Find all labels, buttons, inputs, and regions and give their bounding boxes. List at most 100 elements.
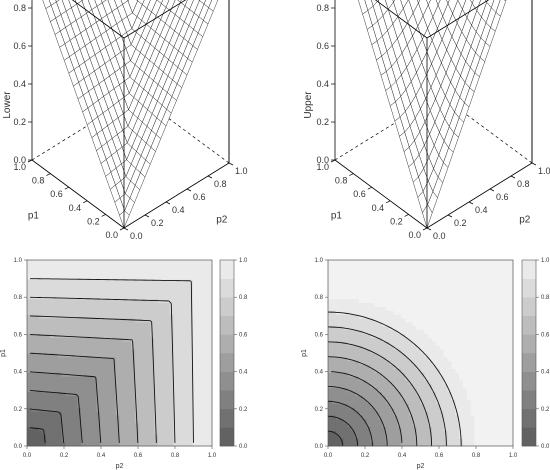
contour-fill-cell [335,287,340,292]
contour-fill-cell [161,318,167,323]
contour-fill-cell [328,418,333,424]
contour-fill-cell [358,403,364,408]
contour-fill-cell [61,368,66,373]
contour-fill-cell [439,279,445,284]
contour-fill-cell [107,345,113,350]
contour-fill-cell [46,411,51,416]
contour-fill-cell [401,356,406,362]
contour-fill-cell [405,422,410,428]
contour-fill-cell [451,430,456,435]
contour-fill-cell [142,341,147,346]
contour-fill-cell [30,353,36,358]
contour-fill-cell [161,403,167,408]
contour-fill-cell [424,271,429,276]
contour-fill-cell [73,384,78,389]
contour-fill-cell [84,341,90,346]
contour-fill-cell [204,415,209,420]
contour-fill-cell [185,372,190,377]
contour-fill-cell [69,329,74,335]
contour-fill-cell [107,287,113,292]
contour-fill-cell [428,380,433,385]
contour-fill-cell [142,310,147,315]
contour-fill-cell [46,395,51,400]
contour-fill-cell [69,283,74,288]
contour-fill-cell [50,442,55,447]
contour-fill-cell [424,341,429,346]
contour-fill-cell [408,329,414,335]
contour-fill-cell [96,267,101,273]
contour-fill-cell [339,302,344,307]
contour-fill-cell [347,426,352,431]
contour-fill-cell [119,387,124,393]
contour-fill-cell [88,387,93,393]
contour-fill-cell [370,395,375,400]
contour-fill-cell [204,345,209,350]
contour-fill-cell [439,345,445,350]
contour-fill-cell [335,325,340,331]
contour-fill-cell [50,353,55,358]
contour-fill-cell [34,318,39,323]
contour-fill-cell [42,283,47,288]
contour-fill-cell [374,263,379,269]
contour-fill-cell [401,291,406,296]
contour-fill-cell [127,387,132,393]
contour-fill-cell [138,403,144,408]
contour-fill-cell [393,395,398,400]
contour-fill-cell [374,395,379,400]
contour-fill-cell [134,399,140,404]
contour-fill-cell [46,325,51,331]
surface-cell [417,0,421,4]
contour-fill-cell [27,329,32,335]
x-tick-label: 1.0 [208,453,217,459]
contour-fill-cell [435,279,441,284]
contour-fill-cell [57,260,63,265]
contour-fill-cell [328,341,333,346]
contour-fill-cell [335,291,340,296]
contour-fill-cell [165,372,170,377]
contour-fill-cell [412,263,418,269]
contour-fill-cell [439,263,445,269]
contour-fill-cell [405,329,410,335]
contour-fill-cell [158,349,163,354]
contour-fill-cell [405,325,410,331]
contour-fill-cell [208,345,213,350]
contour-fill-cell [358,349,364,354]
contour-fill-cell [88,356,93,362]
contour-fill-cell [107,291,113,296]
contour-fill-cell [370,287,375,292]
contour-fill-cell [362,403,367,408]
contour-fill-cell [393,426,398,431]
contour-fill-cell [181,391,186,397]
contour-fill-cell [439,306,445,311]
contour-fill-cell [401,395,406,400]
contour-fill-cell [462,287,468,292]
contour-fill-cell [204,426,209,431]
contour-fill-cell [161,349,167,354]
contour-fill-cell [435,294,441,300]
contour-fill-cell [100,430,105,435]
contour-fill-cell [61,415,66,420]
contour-fill-cell [385,415,391,420]
contour-fill-cell [188,329,194,335]
contour-fill-cell [69,333,74,338]
contour-fill-cell [328,294,333,300]
contour-fill-cell [57,349,63,354]
contour-fill-cell [204,407,209,412]
contour-fill-cell [358,267,364,273]
contour-fill-cell [455,341,460,346]
contour-fill-cell [181,345,186,350]
contour-fill-cell [447,360,452,366]
contour-fill-cell [362,349,367,354]
contour-fill-cell [432,426,437,431]
contour-fill-cell [370,306,375,311]
contour-fill-cell [181,287,186,292]
contour-fill-cell [46,337,51,342]
p1-tick-label: 0.8 [32,176,45,186]
contour-fill-cell [381,407,387,412]
contour-fill-cell [188,434,194,439]
contour-fill-cell [196,287,201,292]
contour-fill-cell [405,442,410,447]
contour-fill-cell [397,325,402,331]
contour-fill-cell [347,395,352,400]
contour-fill-cell [131,360,136,366]
